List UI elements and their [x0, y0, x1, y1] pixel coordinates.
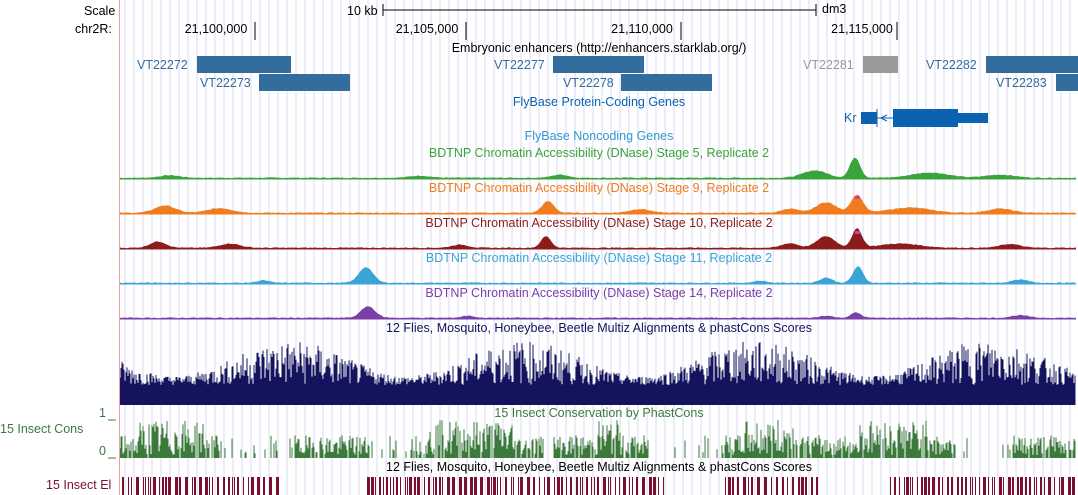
- conserved-elements: [122, 477, 1075, 495]
- gene-cds: [893, 109, 958, 127]
- side-label-elements[interactable]: 15 Insect El: [46, 478, 112, 492]
- enhancer-box: [553, 56, 644, 73]
- enhancer-box: [863, 56, 898, 73]
- enhancer-label[interactable]: VT22273: [200, 76, 251, 90]
- scale-bar-text: 10 kb: [347, 4, 378, 18]
- dnase-signal: [120, 306, 1076, 319]
- gene-arrow: [880, 114, 888, 122]
- enhancer-label[interactable]: VT22272: [137, 58, 188, 72]
- dnase-signal: [120, 158, 1076, 179]
- phastcons-scale-min: 0: [99, 444, 106, 458]
- peak-highlight: [855, 196, 860, 199]
- position-label: 21,115,000: [831, 22, 893, 36]
- multiz-bars: [119, 342, 1076, 405]
- track-title-dnase-stage11[interactable]: BDTNP Chromatin Accessibility (DNase) St…: [425, 251, 773, 265]
- gene-label-kr[interactable]: Kr: [844, 111, 857, 125]
- dnase-signal: [120, 266, 1076, 284]
- chromosome-label: chr2R:: [75, 22, 112, 36]
- enhancer-label[interactable]: VT22283: [996, 76, 1047, 90]
- dnase-signal: [120, 228, 1076, 249]
- dnase-signal: [120, 194, 1076, 214]
- track-title-dnase-stage5[interactable]: BDTNP Chromatin Accessibility (DNase) St…: [428, 146, 770, 160]
- phastcons-bars: [119, 420, 1076, 458]
- track-title-noncoding-genes[interactable]: FlyBase Noncoding Genes: [524, 129, 674, 143]
- enhancer-label[interactable]: VT22277: [494, 58, 545, 72]
- track-title-multiz[interactable]: 12 Flies, Mosquito, Honeybee, Beetle Mul…: [386, 321, 812, 335]
- track-title-dnase-stage14[interactable]: BDTNP Chromatin Accessibility (DNase) St…: [425, 286, 773, 300]
- track-title-enhancers[interactable]: Embryonic enhancers (http://enhancers.st…: [451, 41, 747, 55]
- enhancer-box: [259, 74, 350, 91]
- enhancer-label[interactable]: VT22281: [803, 58, 854, 72]
- enhancer-box: [986, 56, 1078, 73]
- enhancer-label[interactable]: VT22278: [563, 76, 614, 90]
- gene-exon: [861, 112, 877, 124]
- position-label: 21,110,000: [611, 22, 673, 36]
- phastcons-scale-max: 1: [99, 406, 106, 420]
- position-label: 21,100,000: [184, 22, 248, 36]
- assembly-label: dm3: [822, 2, 847, 16]
- side-label-divider: [119, 0, 120, 495]
- enhancer-box: [621, 74, 712, 91]
- peak-highlight: [855, 231, 860, 234]
- enhancer-label[interactable]: VT22282: [926, 58, 977, 72]
- enhancer-box: [1056, 74, 1078, 91]
- position-label: 21,105,000: [395, 22, 459, 36]
- track-title-dnase-stage10[interactable]: BDTNP Chromatin Accessibility (DNase) St…: [425, 216, 773, 230]
- track-title-coding-genes[interactable]: FlyBase Protein-Coding Genes: [512, 95, 686, 109]
- track-title-dnase-stage9[interactable]: BDTNP Chromatin Accessibility (DNase) St…: [428, 181, 770, 195]
- side-label-phastcons[interactable]: 15 Insect Cons: [0, 422, 84, 436]
- track-title-phastcons[interactable]: 15 Insect Conservation by PhastCons: [494, 406, 704, 420]
- track-title-elements[interactable]: 12 Flies, Mosquito, Honeybee, Beetle Mul…: [386, 460, 812, 474]
- scale-label: Scale: [84, 4, 116, 18]
- enhancer-box: [197, 56, 291, 73]
- gene-utr: [958, 113, 988, 123]
